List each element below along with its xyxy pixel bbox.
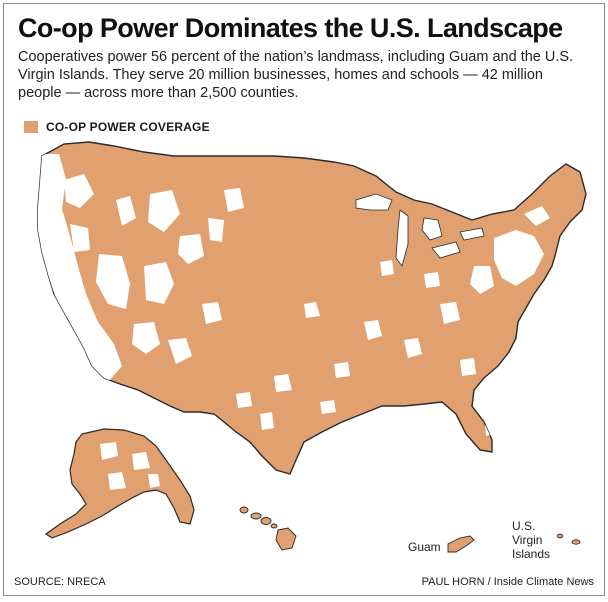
virgin-islands-label-line2: Virgin <box>512 533 542 547</box>
map-graphic: Co-op Power Dominates the U.S. Landscape… <box>3 3 605 596</box>
guam: Guam <box>408 535 475 554</box>
virgin-islands-label-line3: Islands <box>512 547 550 561</box>
map-subtitle: Cooperatives power 56 percent of the nat… <box>18 49 574 101</box>
source-credit: SOURCE: NRECA <box>14 576 106 588</box>
map-title: Co-op Power Dominates the U.S. Landscape <box>18 13 563 43</box>
great-lakes <box>355 193 485 267</box>
virgin-islands-label-line1: U.S. <box>512 519 535 533</box>
uncovered-areas <box>38 154 550 436</box>
guam-label: Guam <box>408 540 441 554</box>
hawaii <box>239 506 297 551</box>
conus <box>37 141 587 475</box>
legend-swatch <box>24 121 38 133</box>
legend: CO-OP POWER COVERAGE <box>24 120 210 134</box>
alaska <box>44 428 195 539</box>
virgin-islands: U.S. Virgin Islands <box>512 519 581 561</box>
author-credit: PAUL HORN / Inside Climate News <box>421 576 594 588</box>
legend-label: CO-OP POWER COVERAGE <box>46 120 210 134</box>
us-coverage-map: Guam U.S. Virgin Islands <box>37 141 587 561</box>
